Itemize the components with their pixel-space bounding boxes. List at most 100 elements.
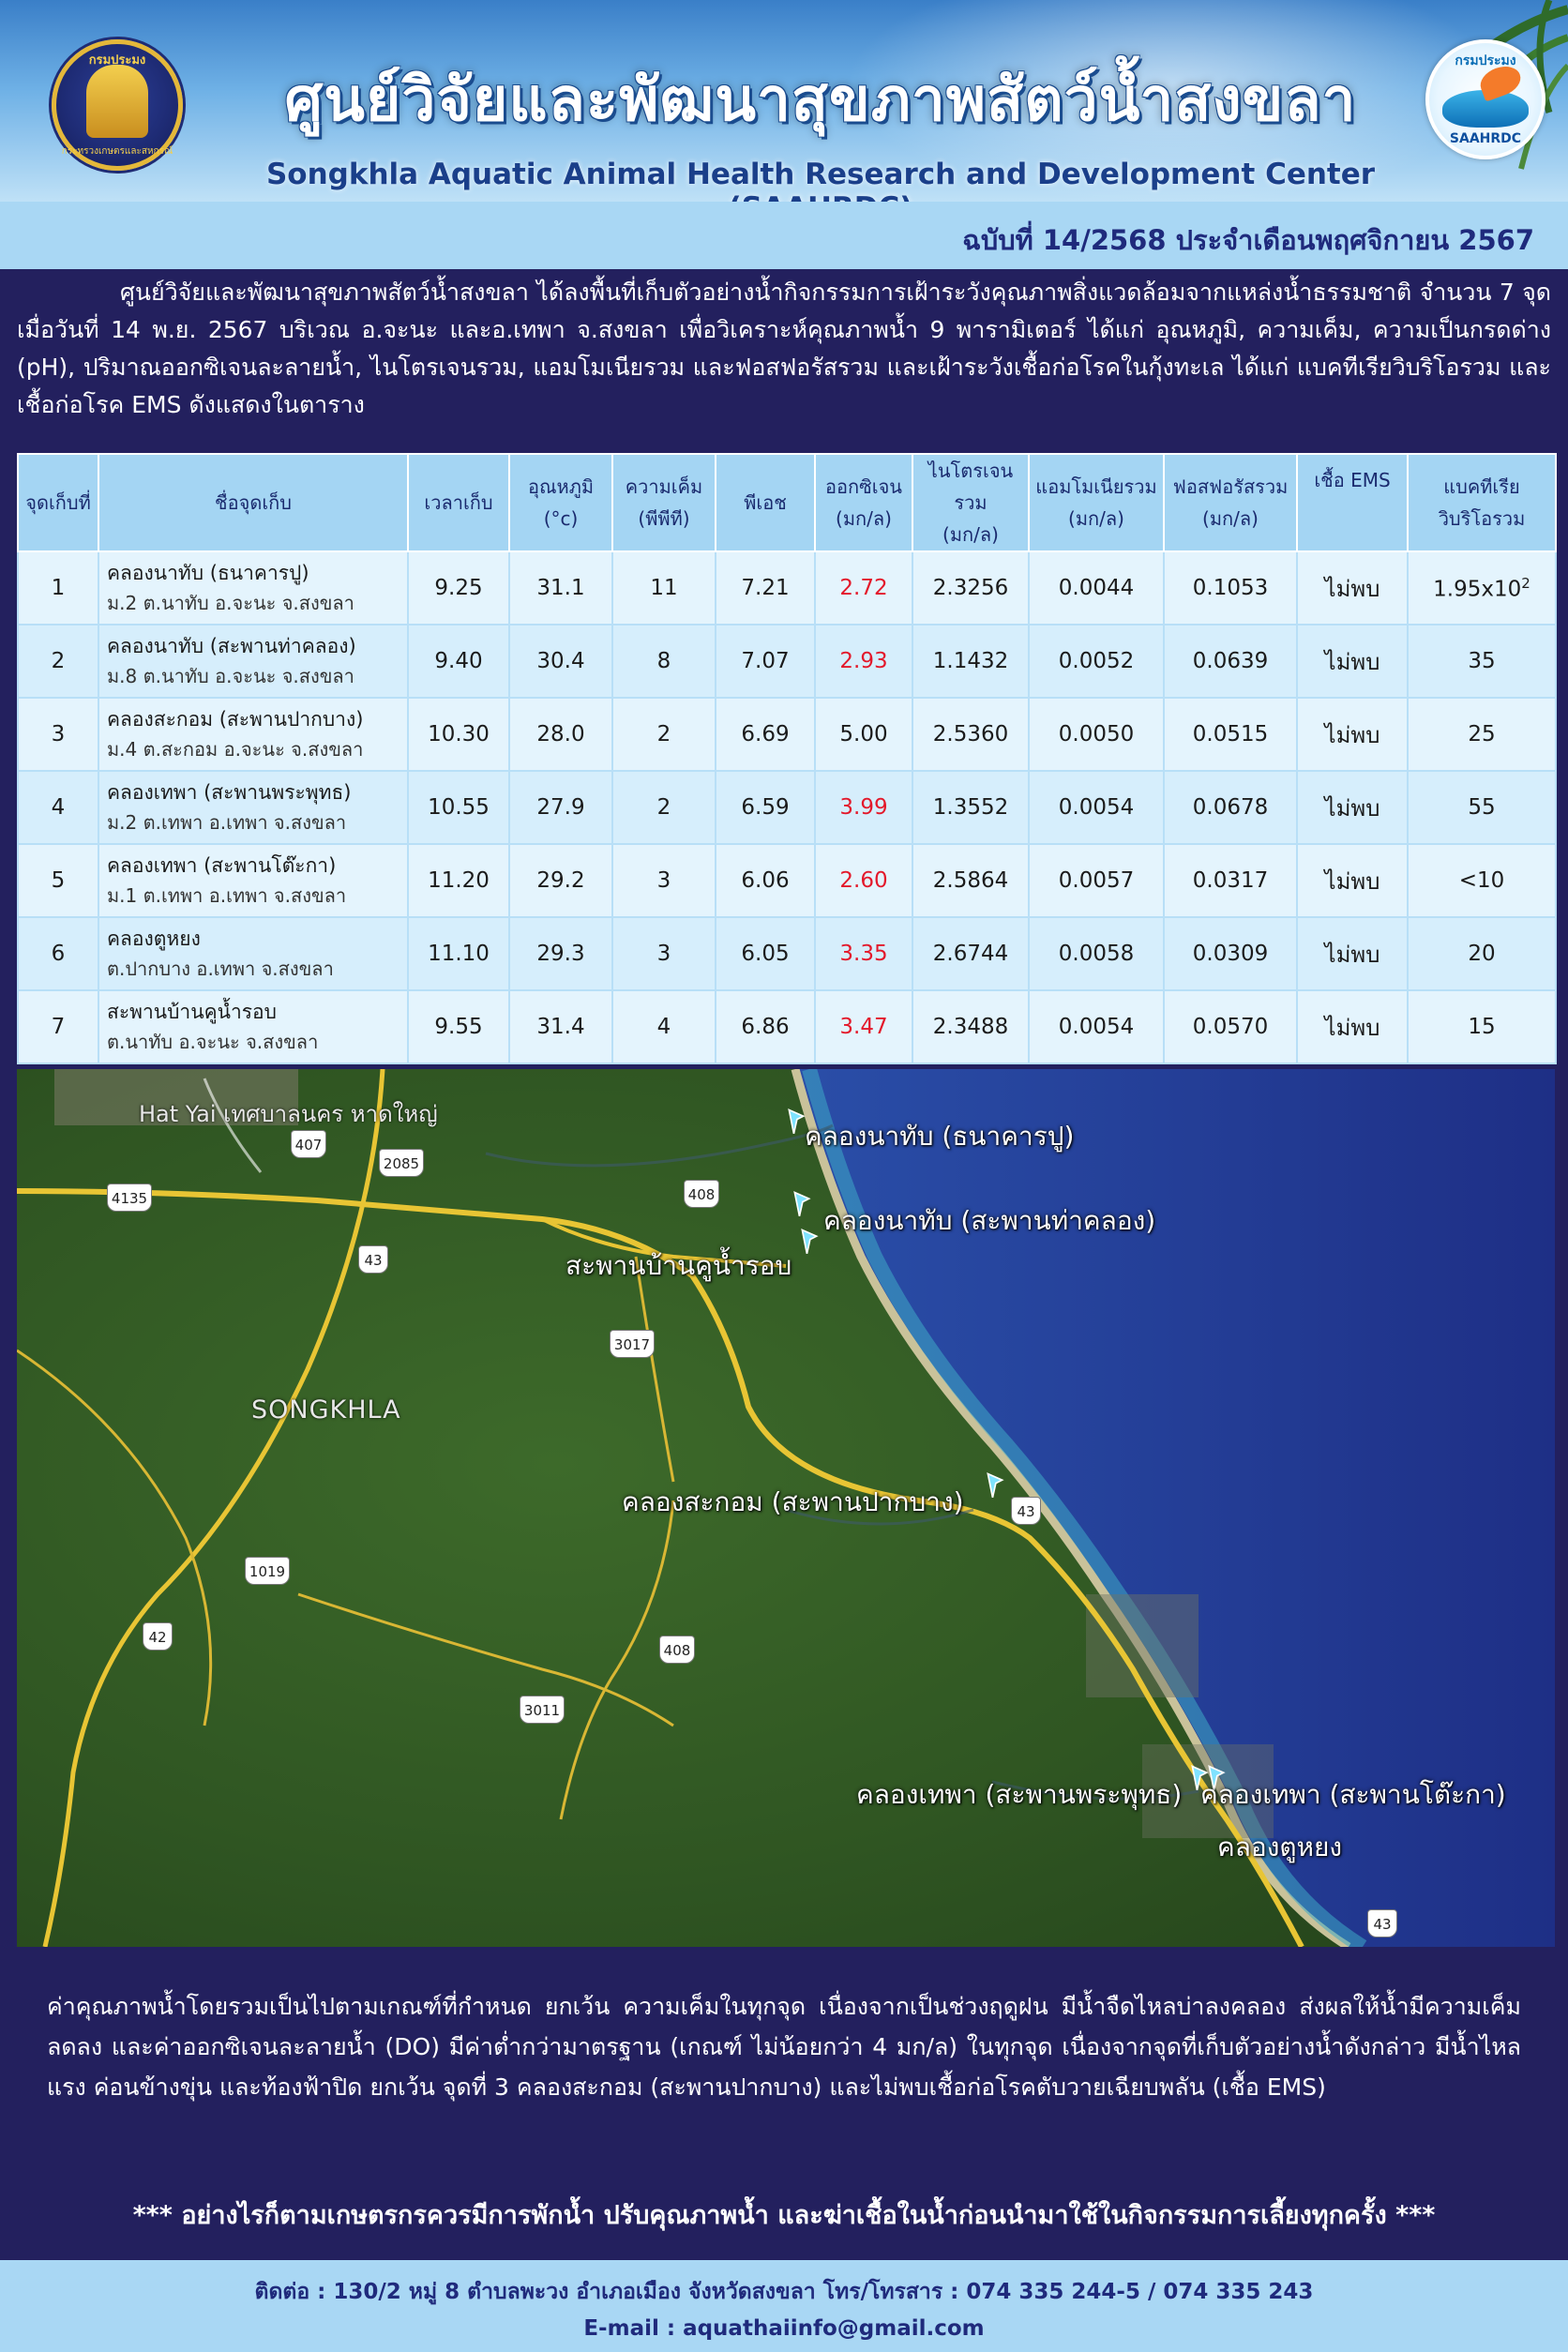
cell-ems: ไม่พบ <box>1296 989 1409 1064</box>
cell-temp: 29.3 <box>508 916 613 991</box>
cell-point: 3 <box>17 697 99 772</box>
cell-vibrio: 25 <box>1407 697 1557 772</box>
saahrdc-logo: กรมประมง SAAHRDC <box>1425 39 1545 159</box>
cell-ems: ไม่พบ <box>1296 624 1409 699</box>
cell-point: 4 <box>17 770 99 845</box>
cell-time: 9.55 <box>407 989 510 1064</box>
road-shield: 42 <box>143 1622 173 1651</box>
vibrio-value: 55 <box>1468 795 1496 820</box>
cell-tp: 0.0570 <box>1163 989 1298 1064</box>
cell-temp: 31.4 <box>508 989 613 1064</box>
site-address: ต.ปากบาง อ.เทพา จ.สงขลา <box>107 957 334 980</box>
sky-glow <box>844 0 1500 202</box>
road-shield: 4135 <box>107 1184 152 1212</box>
road-shield: 3011 <box>520 1696 565 1724</box>
cell-vibrio: 15 <box>1407 989 1557 1064</box>
cell-ems: ไม่พบ <box>1296 916 1409 991</box>
cell-time: 9.25 <box>407 550 510 626</box>
map-site-label: คลองนาทับ (ธนาคารปู) <box>805 1121 1075 1152</box>
header-point: จุดเก็บที่ <box>17 453 99 552</box>
cell-do: 2.72 <box>814 550 913 626</box>
issue-number: ฉบับที่ 14/2568 ประจำเดือนพฤศจิกายน 2567 <box>962 224 1534 256</box>
cell-salinity: 2 <box>611 770 716 845</box>
site-address: ต.นาทับ อ.จะนะ จ.สงขลา <box>107 1031 319 1053</box>
table-row: 5 คลองเทพา (สะพานโต๊ะกา) ม.1 ต.เทพา อ.เทพา… <box>17 843 1557 918</box>
cell-do: 2.93 <box>814 624 913 699</box>
header-do: ออกซิเจน (มก/ล) <box>814 453 913 552</box>
water-quality-table: จุดเก็บที่ ชื่อจุดเก็บ เวลาเก็บ อุณหภูมิ… <box>17 453 1557 1064</box>
cell-ta: 0.0054 <box>1028 989 1165 1064</box>
cell-time: 10.30 <box>407 697 510 772</box>
table-row: 1 คลองนาทับ (ธนาคารปู) ม.2 ต.นาทับ อ.จะนะ … <box>17 550 1557 626</box>
cell-point: 7 <box>17 989 99 1064</box>
cell-do: 3.99 <box>814 770 913 845</box>
cell-tn: 1.1432 <box>912 624 1030 699</box>
cell-ph: 6.86 <box>715 989 816 1064</box>
table-row: 7 สะพานบ้านคูน้ำรอบ ต.นาทับ อ.จะนะ จ.สงขลา… <box>17 989 1557 1064</box>
email-link[interactable]: E-mail : aquathaiinfo@gmail.com <box>583 2316 985 2341</box>
road-shield: 43 <box>1367 1909 1397 1937</box>
site-address: ม.4 ต.สะกอม อ.จะนะ จ.สงขลา <box>107 738 364 761</box>
cell-salinity: 8 <box>611 624 716 699</box>
pin-icon <box>801 1229 819 1255</box>
cell-salinity: 3 <box>611 916 716 991</box>
cell-ta: 0.0044 <box>1028 550 1165 626</box>
title-thai: ศูนย์วิจัยและพัฒนาสุขภาพสัตว์น้ำสงขลา <box>284 66 1357 135</box>
cell-ta: 0.0050 <box>1028 697 1165 772</box>
cell-site: คลองเทพา (สะพานโต๊ะกา) ม.1 ต.เทพา อ.เทพา … <box>98 843 409 918</box>
cell-salinity: 11 <box>611 550 716 626</box>
map-site-label: คลองเทพา (สะพานพระพุทธ) <box>856 1779 1183 1810</box>
map-site-label: คลองนาทับ (สะพานท่าคลอง) <box>823 1205 1156 1236</box>
cell-ph: 6.59 <box>715 770 816 845</box>
cell-salinity: 4 <box>611 989 716 1064</box>
map-site-label: สะพานบ้านคูน้ำรอบ <box>565 1250 792 1281</box>
vibrio-value: 35 <box>1468 649 1496 673</box>
cell-point: 6 <box>17 916 99 991</box>
vibrio-value: <10 <box>1458 868 1505 893</box>
site-name: สะพานบ้านคูน้ำรอบ <box>107 1001 277 1023</box>
cell-ems: ไม่พบ <box>1296 843 1409 918</box>
cell-do: 3.47 <box>814 989 913 1064</box>
site-address: ม.8 ต.นาทับ อ.จะนะ จ.สงขลา <box>107 665 354 687</box>
site-name: คลองเทพา (สะพานโต๊ะกา) <box>107 854 337 877</box>
pin-icon <box>1191 1765 1209 1791</box>
cell-vibrio: 1.95x102 <box>1407 550 1557 626</box>
cell-point: 1 <box>17 550 99 626</box>
cell-do: 3.35 <box>814 916 913 991</box>
satellite-map-image <box>17 1069 1555 1947</box>
header-ta: แอมโมเนียรวม (มก/ล) <box>1028 453 1165 552</box>
map-site-label: คลองสะกอม (สะพานปากบาง) <box>622 1486 964 1517</box>
cell-vibrio: 35 <box>1407 624 1557 699</box>
cell-point: 2 <box>17 624 99 699</box>
cell-site: สะพานบ้านคูน้ำรอบต.นาทับ อ.จะนะ จ.สงขลา <box>98 989 409 1064</box>
cell-point: 5 <box>17 843 99 918</box>
sampling-site-map: 407 2085 4135 408 43 3017 43 1019 42 408… <box>17 1069 1555 1947</box>
header-tp: ฟอสฟอรัสรวม (มก/ล) <box>1163 453 1298 552</box>
header-salinity: ความเค็ม (พีพีที) <box>611 453 716 552</box>
road-shield: 2085 <box>379 1149 424 1177</box>
logo-left-text: กรมประมง <box>88 53 146 68</box>
vibrio-value: 1.95x10 <box>1433 577 1522 602</box>
road-shield: 408 <box>659 1636 695 1664</box>
cell-do: 2.60 <box>814 843 913 918</box>
cell-ta: 0.0052 <box>1028 624 1165 699</box>
cell-tn: 2.6744 <box>912 916 1030 991</box>
cell-tp: 0.0678 <box>1163 770 1298 845</box>
cell-site: คลองนาทับ (สะพานท่าคลอง) ม.8 ต.นาทับ อ.จะ… <box>98 624 409 699</box>
cell-tn: 2.5864 <box>912 843 1030 918</box>
road-shield: 43 <box>358 1245 388 1274</box>
cell-ta: 0.0057 <box>1028 843 1165 918</box>
road-shield: 407 <box>291 1130 326 1158</box>
cell-temp: 29.2 <box>508 843 613 918</box>
cell-tp: 0.0317 <box>1163 843 1298 918</box>
cell-ph: 6.69 <box>715 697 816 772</box>
logo-right-top: กรมประมง <box>1455 53 1516 68</box>
table-row: 6 คลองตูหยง ต.ปากบาง อ.เทพา จ.สงขลา 11.10 29… <box>17 916 1557 991</box>
road-shield: 43 <box>1011 1497 1041 1525</box>
cell-vibrio: 20 <box>1407 916 1557 991</box>
title-english: Songkhla Aquatic Animal Health Research … <box>265 158 1376 202</box>
vibrio-value: 25 <box>1468 722 1496 746</box>
map-site-label: คลองตูหยง <box>1217 1832 1343 1862</box>
cell-tp: 0.0309 <box>1163 916 1298 991</box>
site-address: ม.1 ต.เทพา อ.เทพา จ.สงขลา <box>107 884 347 907</box>
